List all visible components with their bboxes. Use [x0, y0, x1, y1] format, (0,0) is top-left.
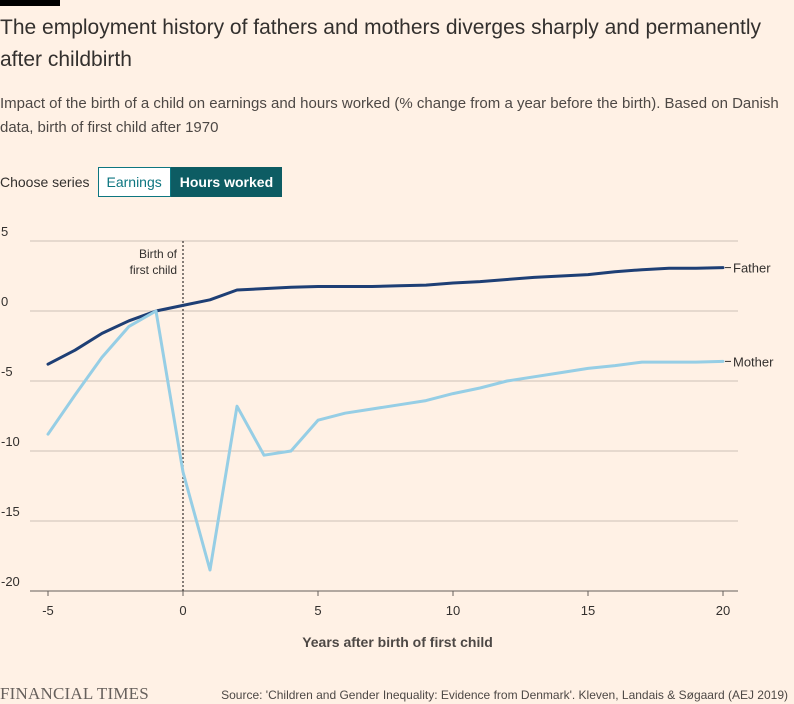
line-chart: 5 0 -5 -10 -15 -20 -5 0 5 10 15 20 Years after birth… — [1, 225, 774, 650]
x-tick-label: 10 — [446, 603, 460, 618]
source-note: Source: 'Children and Gender Inequality:… — [221, 688, 788, 702]
hours-worked-button[interactable]: Hours worked — [170, 167, 283, 197]
series-label-father: Father — [733, 261, 771, 276]
birth-annotation-text: first child — [130, 263, 177, 277]
y-tick-label: -20 — [1, 574, 20, 589]
y-tick-label: -5 — [1, 364, 13, 379]
series-toggle: Choose series Earnings Hours worked — [0, 166, 283, 198]
series-line-mother — [46, 309, 725, 572]
y-tick-label: 5 — [1, 225, 8, 239]
earnings-button[interactable]: Earnings — [97, 167, 171, 197]
y-tick-label: 0 — [1, 294, 8, 309]
x-tick-label: 15 — [581, 603, 595, 618]
x-tick-label: -5 — [42, 603, 54, 618]
x-tick-label: 0 — [179, 603, 186, 618]
ft-logo: FINANCIAL TIMES — [0, 684, 149, 703]
series-label-mother: Mother — [733, 354, 774, 369]
birth-annotation-text: Birth of — [139, 247, 178, 261]
x-tick-label: 20 — [716, 603, 730, 618]
y-tick-label: -15 — [1, 504, 20, 519]
chart-subtitle: Impact of the birth of a child on earnin… — [0, 95, 779, 136]
y-tick-label: -10 — [1, 434, 20, 449]
ft-top-bar — [0, 0, 60, 6]
x-tick-label: 5 — [314, 603, 321, 618]
x-axis-title: Years after birth of first child — [302, 634, 493, 650]
series-line-father — [46, 266, 725, 366]
series-toggle-label: Choose series — [0, 174, 90, 190]
chart-title: The employment history of fathers and mo… — [0, 16, 762, 71]
